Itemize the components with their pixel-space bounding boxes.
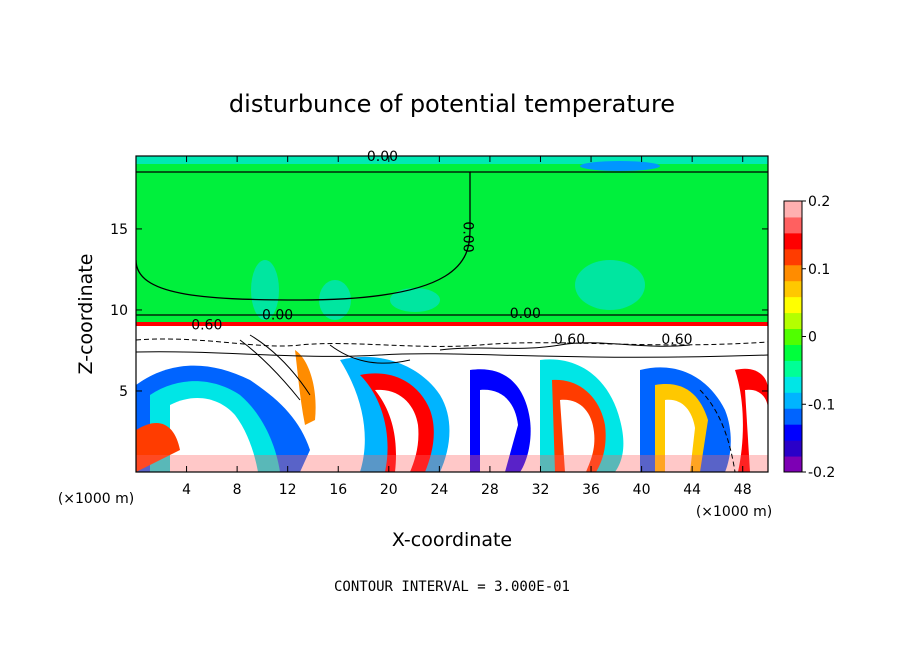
- chart-title: disturbunce of potential temperature: [229, 90, 675, 118]
- colorbar-swatch: [784, 201, 802, 218]
- y-axis-ticks: 5 10 15: [110, 222, 768, 400]
- colorbar-swatch: [784, 216, 802, 234]
- contour-interval-note: CONTOUR INTERVAL = 3.000E-01: [334, 579, 570, 595]
- colorbar-swatch: [784, 360, 802, 377]
- x-tick-label: 12: [279, 482, 297, 498]
- contour-labels: 0.00 0.00 0.00 0.00 0.60 0.60 0.60: [191, 149, 692, 348]
- colorbar-swatch: [784, 280, 802, 298]
- y-axis-label: Z-coordinate: [75, 254, 97, 375]
- contour-label: 0.00: [367, 149, 398, 165]
- colorbar-swatch: [784, 440, 802, 457]
- x-tick-label: 4: [182, 482, 191, 498]
- colorbar-swatch: [784, 424, 802, 441]
- colorbar-swatch: [784, 296, 802, 314]
- colorbar-swatch: [784, 344, 802, 361]
- x-tick-label: 36: [582, 482, 600, 498]
- contour-label: 0.60: [661, 332, 692, 348]
- colorbar-swatch: [784, 408, 802, 425]
- x-tick-label: 44: [683, 482, 701, 498]
- colorbar-tick-label: -0.2: [808, 465, 835, 481]
- x-tick-label: 28: [481, 482, 499, 498]
- x-tick-label: 40: [633, 482, 651, 498]
- x-axis-ticks: 4 8 12 16 20 24 28 32 36 40 44 48: [182, 156, 752, 498]
- y-tick-label: 10: [110, 303, 128, 319]
- x-tick-label: 32: [532, 482, 550, 498]
- contour-label: 0.60: [191, 317, 222, 333]
- colorbar-swatch: [784, 328, 802, 345]
- x-unit-left: (×1000 m): [58, 491, 134, 507]
- heatmap-field: [136, 156, 768, 472]
- colorbar-tick-label: 0.1: [808, 262, 830, 278]
- colorbar-ticks: 0.2 0.1 0 -0.1 -0.2: [802, 194, 835, 481]
- x-unit-right: (×1000 m): [696, 504, 772, 520]
- x-axis-label: X-coordinate: [392, 529, 512, 551]
- colorbar-swatch: [784, 376, 802, 393]
- colorbar-swatch: [784, 312, 802, 330]
- x-tick-label: 20: [380, 482, 398, 498]
- colorbar-tick-label: 0: [808, 330, 817, 346]
- colorbar: [783, 200, 803, 473]
- colorbar-swatch: [784, 456, 802, 473]
- x-tick-label: 8: [233, 482, 242, 498]
- x-tick-label: 48: [734, 482, 752, 498]
- y-tick-label: 5: [119, 384, 128, 400]
- colorbar-swatch: [784, 248, 802, 266]
- x-tick-label: 24: [430, 482, 448, 498]
- x-tick-label: 16: [329, 482, 347, 498]
- contour-label: 0.00: [510, 306, 541, 322]
- contour-label: 0.00: [459, 221, 475, 252]
- colorbar-tick-label: 0.2: [808, 194, 830, 210]
- y-tick-label: 15: [110, 222, 128, 238]
- colorbar-swatch: [784, 232, 802, 250]
- colorbar-swatch: [784, 264, 802, 282]
- contour-label: 0.60: [554, 332, 585, 348]
- colorbar-tick-label: -0.1: [808, 397, 835, 413]
- contour-label: 0.00: [262, 308, 293, 324]
- colorbar-swatch: [784, 392, 802, 409]
- plot-frame: [135, 155, 769, 473]
